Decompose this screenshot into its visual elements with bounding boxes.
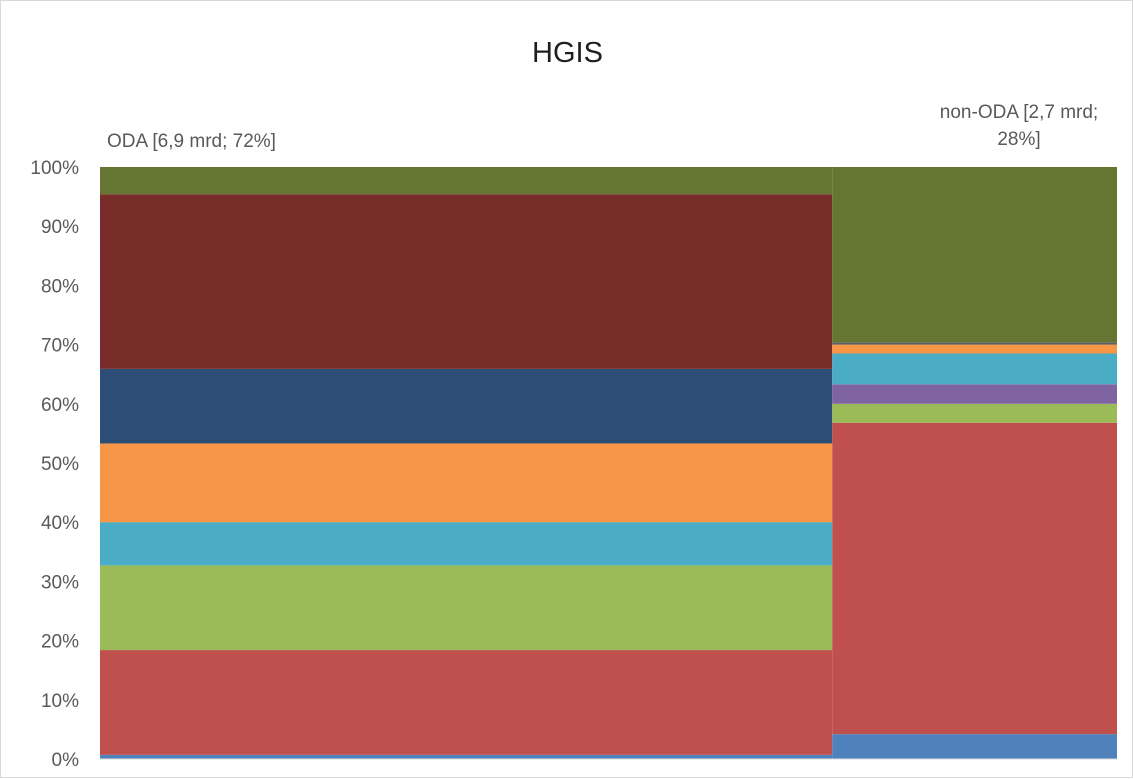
segment-col1-series11 bbox=[100, 167, 833, 195]
segment-col1-series1 bbox=[100, 754, 833, 759]
y-tick-label: 50% bbox=[41, 454, 79, 475]
segment-col2-series7 bbox=[832, 344, 1117, 354]
segment-col2-series5 bbox=[832, 384, 1117, 404]
y-tick-label: 60% bbox=[41, 395, 79, 416]
column-label-oda: ODA [6,9 mrd; 72%] bbox=[107, 131, 276, 152]
segment-col2-series11 bbox=[832, 167, 1117, 343]
column-label-non-oda-line1: non-ODA [2,7 mrd; bbox=[939, 102, 1099, 123]
y-tick-label: 20% bbox=[41, 632, 79, 653]
y-tick-label: 80% bbox=[41, 276, 79, 297]
segment-col2-series2 bbox=[832, 422, 1117, 735]
column-label-non-oda-line2: 28%] bbox=[997, 129, 1041, 150]
column-label-non-oda: non-ODA [2,7 mrd; 28%] bbox=[901, 99, 1133, 153]
y-tick-label: 10% bbox=[41, 691, 79, 712]
y-tick-label: 30% bbox=[41, 572, 79, 593]
y-tick-label: 90% bbox=[41, 217, 79, 238]
y-axis-ticks: 0% 10% 20% 30% 40% 50% 60% 70% 80% 90% 100% bbox=[30, 158, 79, 771]
segment-col1-series4 bbox=[100, 522, 833, 566]
segment-col1-series8 bbox=[100, 368, 833, 444]
segment-col2-series1 bbox=[832, 734, 1117, 759]
segment-col2-series3 bbox=[832, 403, 1117, 423]
segment-col2-series10 bbox=[832, 342, 1117, 345]
chart-title: HGIS bbox=[532, 37, 603, 69]
segment-col2-series6 bbox=[832, 353, 1117, 385]
segment-col1-series3 bbox=[100, 565, 833, 651]
y-tick-label: 100% bbox=[30, 158, 79, 179]
segment-col1-series2 bbox=[100, 650, 833, 755]
y-tick-label: 70% bbox=[41, 336, 79, 357]
y-tick-label: 40% bbox=[41, 513, 79, 534]
segment-col1-series9 bbox=[100, 194, 833, 369]
segment-col1-series7 bbox=[100, 443, 833, 523]
y-tick-label: 0% bbox=[52, 750, 80, 771]
stacked-columns bbox=[100, 167, 1117, 760]
